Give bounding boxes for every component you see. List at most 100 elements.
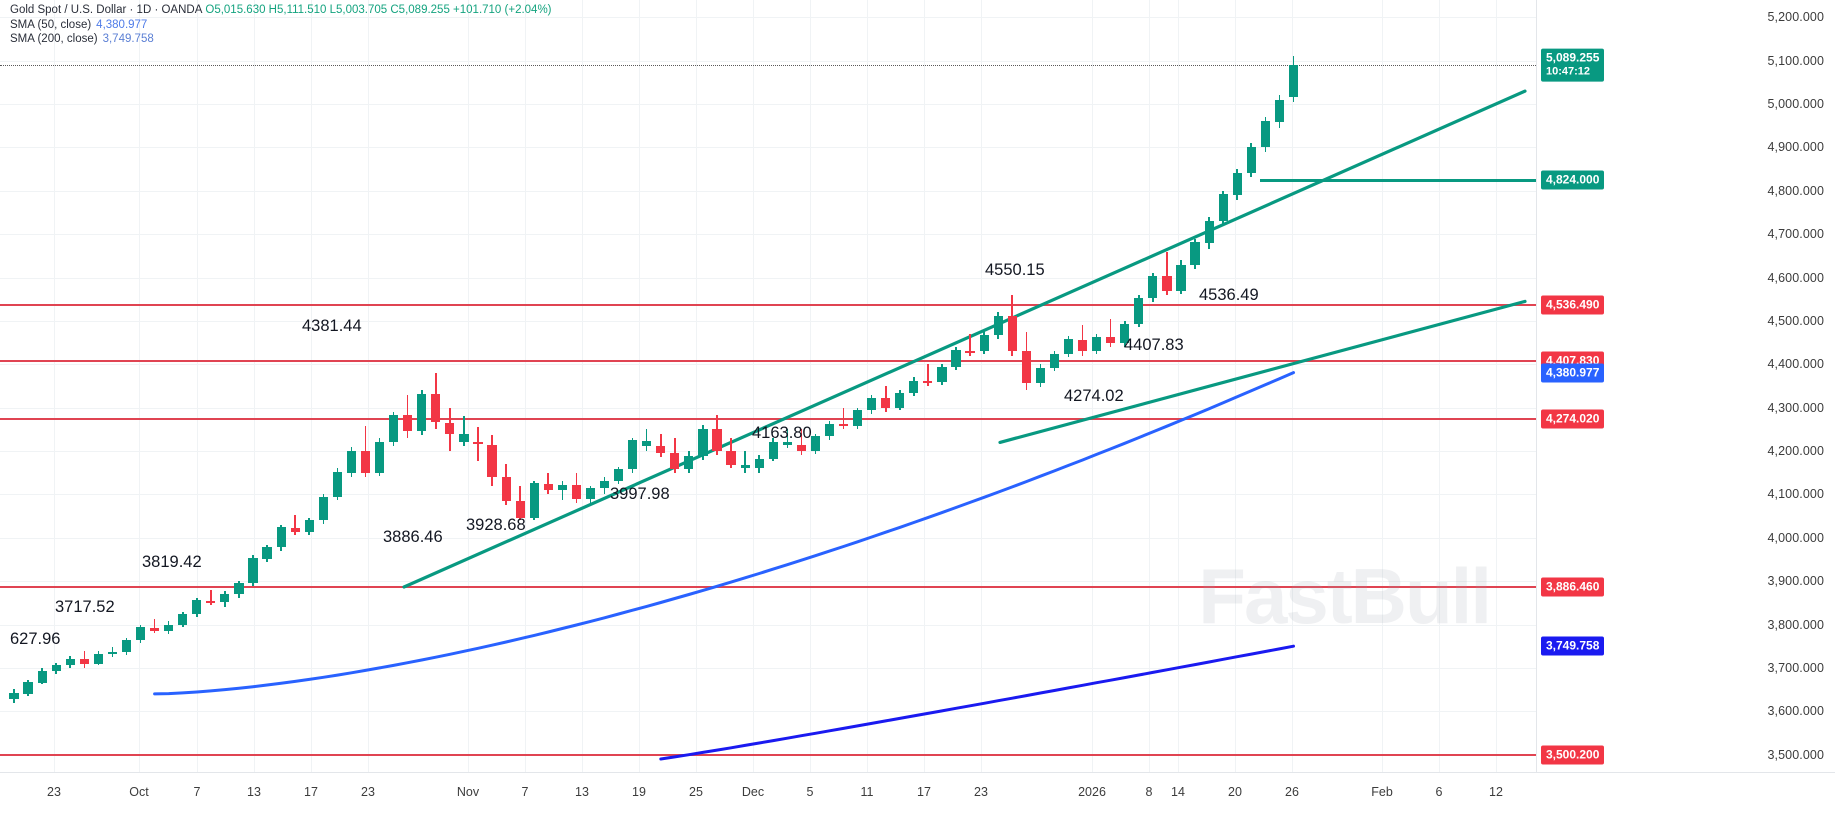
time-axis[interactable]: 23 Oct 7 13 17 23 Nov 7 13 19 25 Dec 5 11 17 23 2026 8 14 2… [0, 772, 1835, 819]
time-axis-tick: 7 [521, 785, 529, 799]
sma50-pill[interactable]: 4,380.977 [1541, 363, 1605, 383]
candle-body [65, 659, 75, 666]
time-axis-tick: Dec [741, 785, 765, 799]
sma200-line [659, 644, 1295, 761]
candle-body [1274, 99, 1284, 123]
candle-body [290, 528, 300, 532]
gridline-vertical [924, 0, 925, 772]
gridline-horizontal [0, 537, 1536, 539]
candle-body [220, 594, 230, 602]
candle-body [712, 429, 722, 452]
candle-body [642, 440, 652, 446]
overlay-lines [153, 89, 1527, 761]
candle-wick [744, 451, 746, 473]
candle-body [726, 451, 736, 465]
gridline-vertical [311, 0, 312, 772]
price-axis-tick: 4,700.000 [1767, 227, 1824, 242]
gridline-horizontal [0, 494, 1536, 496]
pill-value: 4,536.490 [1546, 297, 1600, 312]
price-axis-tick: 4,900.000 [1767, 140, 1824, 155]
level-pill-4536[interactable]: 4,536.490 [1541, 295, 1605, 315]
gridline-vertical [867, 0, 868, 772]
price-axis-tick: 4,100.000 [1767, 487, 1824, 502]
price-level-line[interactable] [0, 359, 1536, 362]
annotation-4274: 4274.02 [1064, 387, 1124, 405]
candle-body [248, 557, 258, 584]
last-price-pill[interactable]: 5,089.255 10:47:12 [1541, 49, 1605, 82]
candle-body [1176, 264, 1186, 291]
time-axis-tick: 23 [974, 785, 988, 799]
legend-sma200-value: 3,749.758 [102, 33, 154, 46]
time-axis-tick: 13 [247, 785, 261, 799]
gridline-horizontal [0, 190, 1536, 192]
candle-body [656, 445, 666, 453]
annotation-4381: 4381.44 [302, 317, 362, 335]
candle-body [1260, 121, 1270, 148]
time-axis-tick: 23 [47, 785, 61, 799]
time-axis-tick: Nov [456, 785, 480, 799]
gridline-vertical [139, 0, 140, 772]
candle-body [178, 614, 188, 625]
candle-body [782, 441, 792, 445]
candle-wick [561, 481, 564, 500]
chart-legend: Gold Spot / U.S. Dollar · 1D · OANDA O5,0… [10, 3, 552, 47]
price-level-line[interactable] [0, 304, 1536, 307]
candle-body [867, 398, 877, 411]
candle-body [9, 693, 19, 700]
candle-body [1120, 323, 1130, 343]
candle-body [853, 410, 863, 426]
gridline-horizontal [0, 320, 1536, 322]
time-axis-tick: 17 [304, 785, 318, 799]
legend-row-symbol[interactable]: Gold Spot / U.S. Dollar · 1D · OANDA O5,0… [10, 3, 552, 18]
candle-body [234, 582, 244, 595]
price-axis-tick: 5,000.000 [1767, 97, 1824, 112]
chart-plot-area[interactable]: 627.96 3717.52 3819.42 4381.44 3886.46 3928.6… [0, 0, 1536, 772]
price-axis-tick: 4,400.000 [1767, 357, 1824, 372]
gridline-vertical [696, 0, 697, 772]
time-axis-tick: 5 [806, 785, 814, 799]
candle-body [1162, 275, 1172, 291]
candle-body [51, 665, 61, 671]
candle-wick [659, 433, 662, 458]
level-pill-3886[interactable]: 3,886.460 [1541, 577, 1605, 597]
candle-body [1246, 147, 1256, 174]
annotation-3717: 3717.52 [55, 598, 115, 616]
price-level-line[interactable] [0, 417, 1536, 420]
time-axis-tick: 13 [575, 785, 589, 799]
candle-body [93, 654, 103, 664]
legend-row-sma200[interactable]: SMA (200, close) 3,749.758 [10, 32, 552, 47]
candle-body [150, 627, 160, 631]
candle-body [923, 380, 933, 383]
candle-body [501, 477, 511, 502]
legend-sma200-label: SMA (200, close) [10, 33, 98, 46]
candle-body [1106, 337, 1116, 343]
level-pill-3500[interactable]: 3,500.200 [1541, 745, 1605, 765]
candle-wick [1109, 319, 1112, 347]
candle-body [473, 441, 483, 445]
candle-body [1134, 298, 1144, 324]
gridline-vertical [1092, 0, 1093, 772]
candle-wick [800, 429, 803, 456]
price-axis-tick: 4,300.000 [1767, 400, 1824, 415]
level-pill-4274[interactable]: 4,274.020 [1541, 409, 1605, 429]
candle-body [529, 483, 539, 518]
candle-wick [969, 333, 971, 356]
candle-body [487, 444, 497, 478]
candle-body [1007, 315, 1017, 352]
sma200-pill[interactable]: 3,749.758 [1541, 636, 1605, 656]
legend-symbol: Gold Spot / U.S. Dollar · 1D · OANDA [10, 4, 203, 16]
price-level-line[interactable] [0, 753, 1536, 756]
level-pill-4824[interactable]: 4,824.000 [1541, 170, 1605, 190]
annotation-3997: 3997.98 [610, 485, 670, 503]
candle-wick [83, 650, 86, 668]
trendline-major-uptrend [402, 89, 1527, 589]
price-axis-tick: 4,600.000 [1767, 270, 1824, 285]
gridline-vertical [1235, 0, 1236, 772]
legend-row-sma50[interactable]: SMA (50, close) 4,380.977 [10, 18, 552, 33]
price-axis[interactable]: 5,200.000 5,100.000 5,000.000 4,900.000 4,80… [1536, 0, 1835, 772]
candle-body [670, 452, 680, 470]
candle-body [698, 428, 708, 457]
price-level-line[interactable] [1260, 179, 1536, 183]
candle-body [599, 480, 610, 489]
